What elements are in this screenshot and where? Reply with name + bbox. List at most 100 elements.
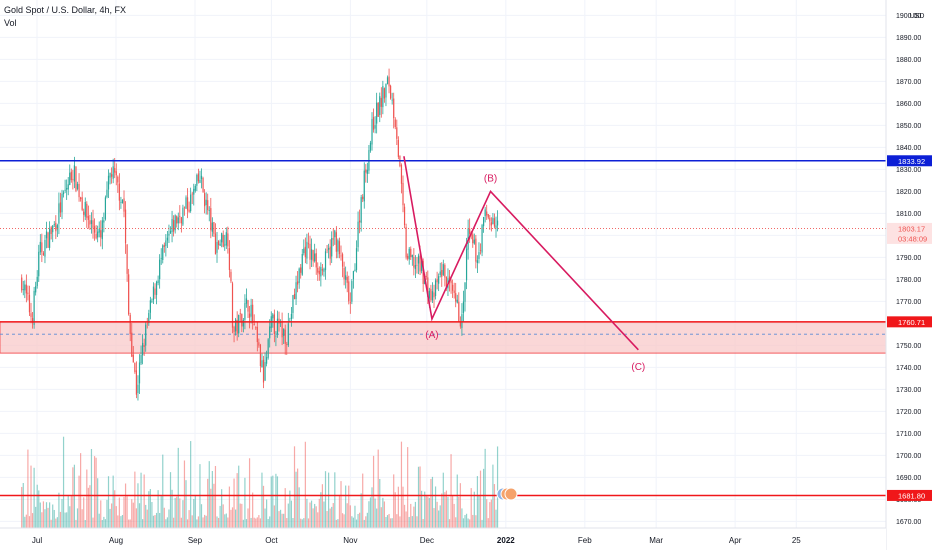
volume-bar: [267, 519, 269, 528]
volume-bar: [112, 475, 114, 528]
candle-body: [245, 298, 248, 304]
candle-body: [413, 256, 415, 268]
candle-body: [331, 238, 333, 257]
volume-bar: [283, 513, 285, 528]
candle-body: [483, 216, 485, 227]
candle-body: [90, 220, 93, 224]
candle-body: [210, 208, 212, 231]
price-badge: [887, 489, 932, 501]
volume-bar: [405, 511, 407, 528]
candle-body: [345, 275, 347, 280]
volume-bar: [276, 476, 279, 528]
price-tick-label: 1830.00: [896, 167, 921, 174]
candle-body: [324, 251, 327, 271]
candle-body: [396, 127, 398, 139]
volume-bar: [245, 519, 248, 528]
candle-body: [481, 225, 483, 253]
candle-body: [207, 200, 209, 211]
candle-body: [186, 197, 189, 211]
wave-label-c: (C): [631, 362, 645, 373]
volume-bar: [121, 514, 124, 528]
candle-body: [455, 293, 457, 302]
candle-body: [213, 222, 215, 234]
time-tick-label: Feb: [578, 536, 592, 545]
volume-bar: [331, 506, 333, 528]
support-zone[interactable]: [0, 321, 887, 354]
volume-bar: [152, 515, 155, 528]
volume-bar: [390, 518, 392, 528]
candle-body: [473, 239, 475, 244]
wave-pattern-line[interactable]: [403, 156, 639, 351]
candle-body: [261, 360, 263, 368]
candle-body: [154, 288, 156, 295]
candle-body: [444, 264, 446, 278]
price-tick-label: 1840.00: [896, 145, 921, 152]
volume-bar: [428, 497, 430, 528]
candle-body: [334, 230, 336, 238]
volume-bar: [430, 478, 432, 528]
candle-body: [312, 250, 314, 262]
price-badge-text: 1833.92: [898, 157, 925, 166]
volume-bar: [326, 511, 328, 528]
candle-body: [349, 302, 351, 304]
candle-body: [275, 335, 277, 337]
candle-body: [452, 284, 454, 291]
price-badge: [887, 222, 932, 244]
candle-body: [146, 323, 148, 325]
candle-body: [76, 183, 79, 189]
candle-body: [408, 248, 410, 260]
time-axis[interactable]: [0, 528, 886, 550]
candle-body: [70, 171, 72, 181]
volume-bar: [30, 465, 32, 528]
candle-body: [109, 172, 111, 178]
time-tick-label: Apr: [729, 536, 742, 545]
volume-bar: [261, 472, 263, 528]
volume-bar: [149, 488, 151, 528]
volume-bar: [486, 499, 488, 528]
candle-body: [309, 243, 311, 260]
candle-body: [193, 188, 195, 195]
volume-bar: [129, 519, 131, 528]
candle-body: [459, 322, 461, 327]
time-tick-label: 25: [792, 536, 801, 545]
volume-bar: [320, 492, 322, 528]
price-axis[interactable]: [886, 0, 932, 550]
candle-body: [242, 320, 244, 327]
volume-bar: [382, 497, 384, 528]
candle-body: [179, 215, 181, 217]
volume-bar: [27, 449, 29, 528]
candle-body: [202, 178, 204, 192]
volume-bar: [346, 503, 348, 528]
volume-bar: [165, 519, 167, 528]
volume-bar: [176, 496, 178, 528]
candle-body: [465, 248, 468, 281]
candle-body: [402, 182, 404, 206]
candle-body: [123, 198, 125, 212]
candle-body: [128, 274, 130, 315]
candle-body: [162, 245, 164, 261]
volume-bar: [483, 468, 485, 528]
volume-bar: [118, 497, 120, 528]
candle-body: [80, 197, 82, 200]
candle-body: [59, 202, 62, 213]
candle-body: [286, 344, 288, 346]
price-tick-label: 1740.00: [896, 365, 921, 372]
volume-bar: [391, 518, 393, 528]
volume-bar: [304, 441, 306, 528]
candle-body: [87, 216, 89, 220]
volume-bar: [300, 518, 302, 528]
volume-bar: [337, 519, 339, 528]
volume-bar: [433, 508, 435, 528]
volume-bar: [448, 519, 451, 528]
flag-icon[interactable]: [496, 487, 518, 501]
volume-label[interactable]: Vol: [4, 18, 17, 28]
volume-bar: [399, 516, 401, 528]
volume-bar: [397, 486, 399, 528]
volume-bar: [496, 446, 499, 528]
candle-body: [152, 286, 155, 301]
volume-bar: [354, 505, 356, 528]
volume-bar: [259, 518, 262, 528]
candle-body: [191, 193, 193, 195]
candle-body: [436, 278, 438, 283]
